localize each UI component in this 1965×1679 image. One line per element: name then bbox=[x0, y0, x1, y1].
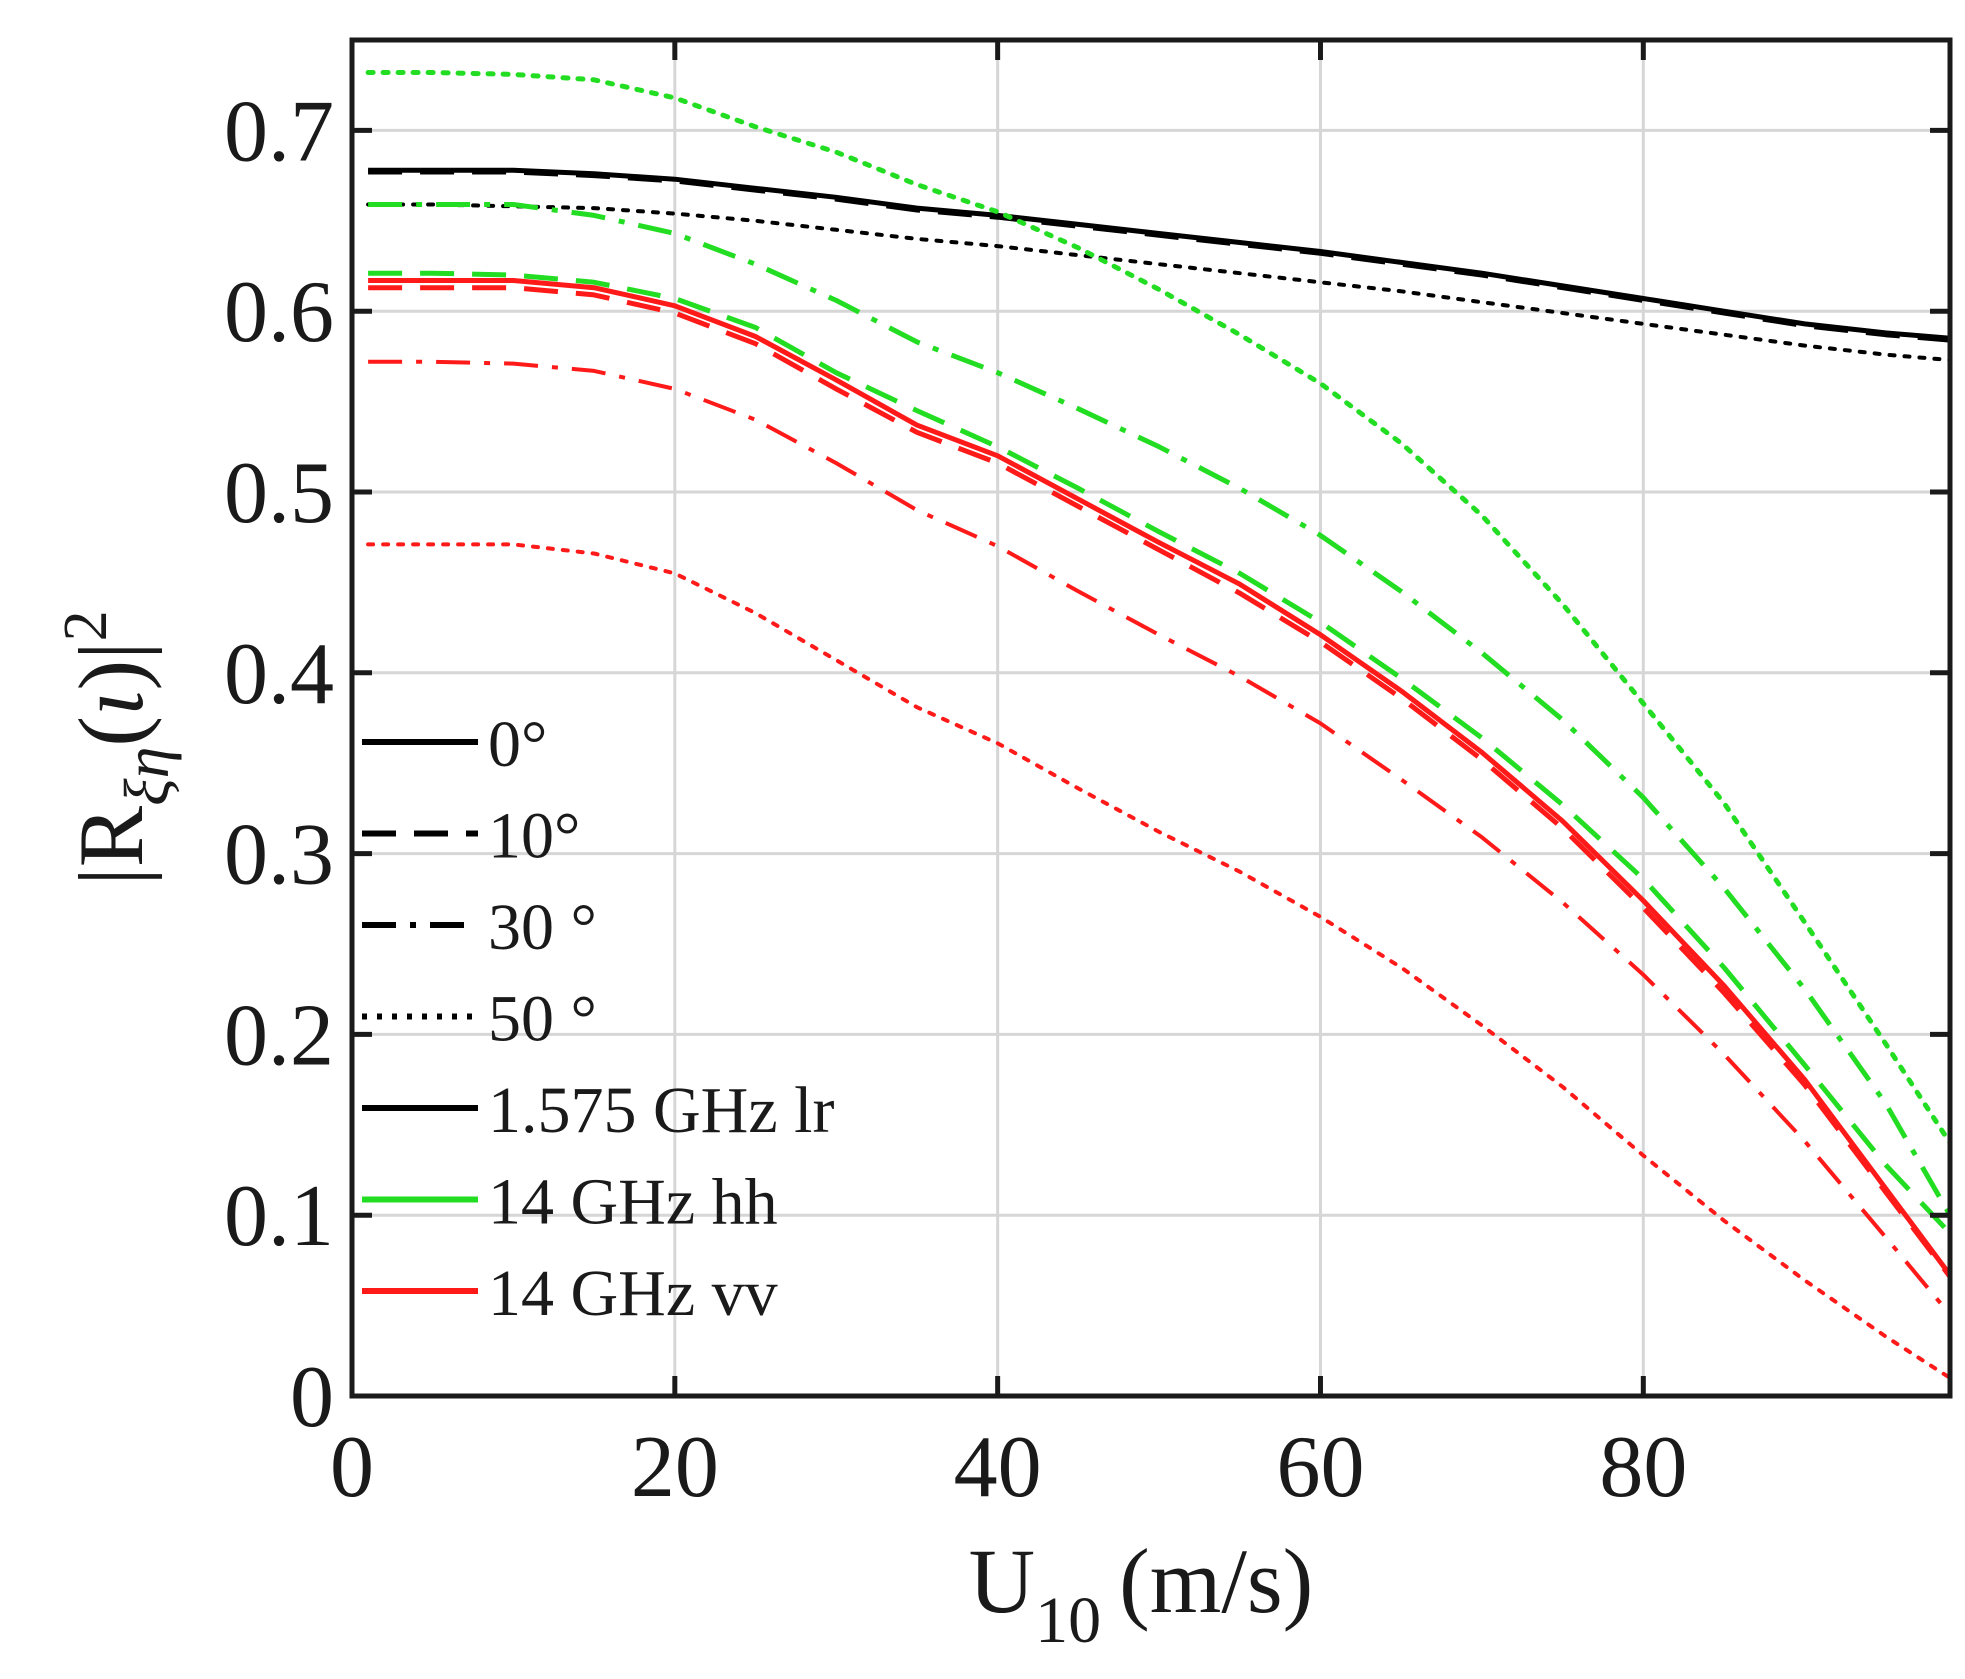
legend-label-5: 1.575 GHz lr bbox=[488, 1074, 834, 1147]
y-axis-label-exponent: 2 bbox=[52, 610, 120, 641]
x-axis-label-main: U bbox=[969, 1530, 1035, 1632]
x-axis-label-unit: (m/s) bbox=[1119, 1530, 1313, 1632]
x-tick-label: 0 bbox=[330, 1419, 374, 1516]
x-axis-label-subscript: 10 bbox=[1035, 1584, 1101, 1657]
y-tick-label: 0.7 bbox=[224, 83, 334, 180]
y-tick-label: 0.6 bbox=[224, 264, 334, 361]
y-axis-label-subscript: ξη bbox=[111, 747, 182, 806]
series-line-9 bbox=[368, 359, 1952, 1316]
plot-frame bbox=[349, 37, 1953, 1399]
y-tick-label: 0.1 bbox=[224, 1168, 334, 1265]
y-axis-label-argument: ι bbox=[60, 690, 162, 716]
series-line-4 bbox=[368, 270, 1952, 1236]
y-tick-label: 0.5 bbox=[224, 445, 334, 542]
series-line-10 bbox=[366, 542, 1952, 1380]
legend-label-3: 30 ° bbox=[488, 891, 597, 964]
y-tick-label: 0.2 bbox=[224, 987, 334, 1084]
legend-label-4: 50 ° bbox=[488, 983, 597, 1056]
x-tick-label: 20 bbox=[631, 1419, 719, 1516]
y-tick-label: 0.3 bbox=[224, 807, 334, 904]
grid bbox=[352, 40, 1950, 1396]
series-line-7 bbox=[368, 278, 1953, 1277]
x-axis-label: U10 (m/s) bbox=[969, 1530, 1314, 1657]
legend: 0° 10° 30 ° 50 ° 1.575 GHz lr 14 GHz hh 14 GHz… bbox=[362, 708, 834, 1330]
x-tick-label: 60 bbox=[1276, 1419, 1364, 1516]
series-line-6 bbox=[365, 70, 1953, 1146]
y-tick-label: 0.4 bbox=[224, 626, 334, 723]
axis-ticks bbox=[349, 40, 1950, 1399]
series-line-2 bbox=[368, 169, 1951, 343]
series-group bbox=[365, 70, 1953, 1380]
legend-label-6: 14 GHz hh bbox=[488, 1166, 778, 1239]
series-line-8 bbox=[368, 285, 1952, 1279]
legend-label-2: 10° bbox=[488, 800, 580, 873]
x-tick-label: 40 bbox=[954, 1419, 1042, 1516]
series-line-3 bbox=[366, 202, 1952, 362]
y-tick-label: 0 bbox=[290, 1349, 334, 1446]
legend-label-7: 14 GHz vv bbox=[488, 1257, 778, 1330]
y-axis-label: |Rξη(ι)|2 bbox=[52, 610, 182, 885]
y-axis-label-base: R bbox=[60, 805, 162, 867]
tick-labels: 0 20 40 60 80 0 0.1 0.2 0.3 0.4 0.5 0.6 0.7 bbox=[224, 83, 1687, 1516]
legend-label-1: 0° bbox=[488, 708, 547, 781]
series-line-5 bbox=[368, 202, 1953, 1217]
x-tick-label: 80 bbox=[1599, 1419, 1687, 1516]
